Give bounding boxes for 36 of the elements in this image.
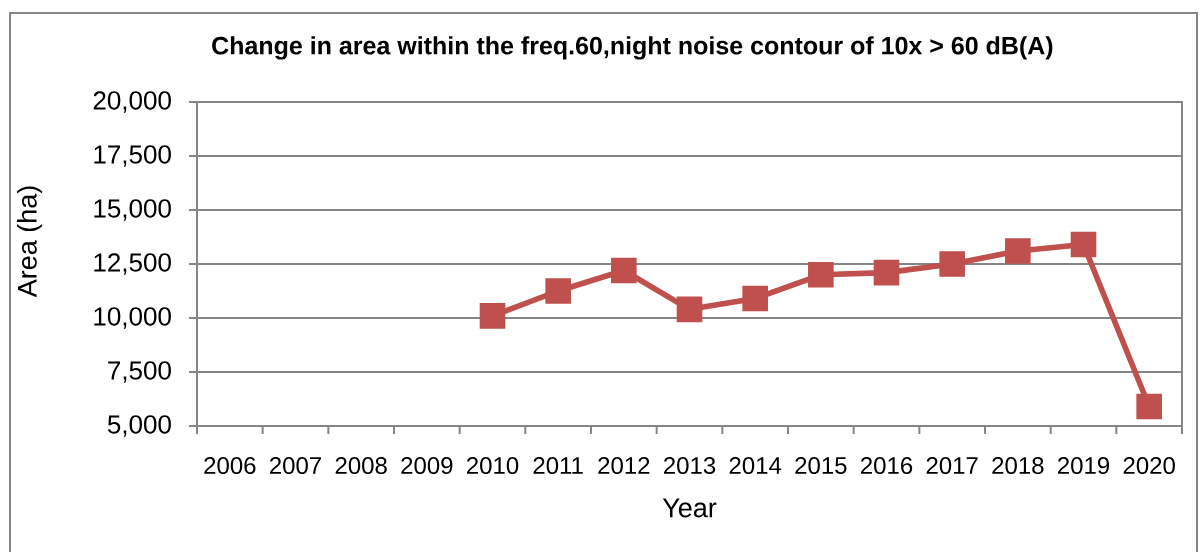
x-tick-label: 2017 — [926, 457, 978, 475]
point — [873, 259, 900, 286]
x-tick-label: 2009 — [401, 457, 453, 475]
x-tick-label: 2018 — [992, 457, 1044, 475]
y-tick-label: 5,000 — [107, 415, 171, 437]
y-tick-label: 12,500 — [94, 253, 171, 275]
point — [939, 251, 965, 277]
x-tick-label: 2012 — [598, 457, 650, 475]
y-tick-label: 20,000 — [93, 91, 171, 113]
y-tick-label: 15,000 — [94, 199, 171, 221]
y-tick-label: 7,500 — [108, 361, 171, 383]
point — [676, 296, 703, 323]
point — [808, 262, 834, 288]
point — [1070, 231, 1097, 258]
x-tick-label: 2008 — [335, 457, 387, 475]
x-axis-title: Year — [662, 498, 717, 518]
x-tick-label: 2019 — [1058, 457, 1110, 475]
point — [479, 303, 506, 329]
x-tick-label: 2010 — [467, 457, 519, 475]
point — [611, 257, 637, 284]
point — [1005, 238, 1031, 264]
x-tick-label: 2013 — [664, 457, 716, 475]
point — [545, 278, 571, 304]
x-tick-label: 2014 — [729, 457, 782, 475]
y-tick-label: 17,500 — [94, 145, 171, 167]
x-tick-label: 2015 — [795, 457, 847, 475]
point — [1136, 393, 1162, 420]
x-tick-label: 2020 — [1123, 457, 1175, 475]
y-axis-title: Area (ha) — [16, 186, 43, 298]
chart-title: Change in area within the freq.60,night noise contour of 10x > 60 dB(A) — [212, 36, 1053, 60]
x-tick-label: 2006 — [204, 457, 256, 475]
y-tick-label: 10,000 — [94, 307, 171, 329]
x-tick-label: 2016 — [861, 457, 913, 475]
x-tick-label: 2011 — [533, 457, 583, 475]
x-tick-label: 2007 — [270, 457, 321, 475]
point — [742, 285, 768, 312]
